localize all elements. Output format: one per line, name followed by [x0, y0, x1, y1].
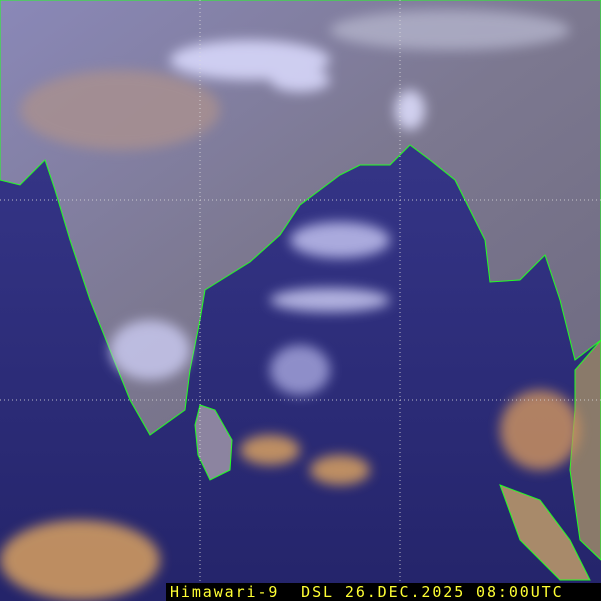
malay-peninsula: [569, 339, 601, 561]
sumatra: [499, 484, 591, 581]
image-caption: Himawari-9 DSL 26.DEC.2025 08:00UTC: [166, 583, 601, 601]
snow-and-clouds: [0, 10, 580, 600]
sri-lanka: [194, 404, 233, 481]
